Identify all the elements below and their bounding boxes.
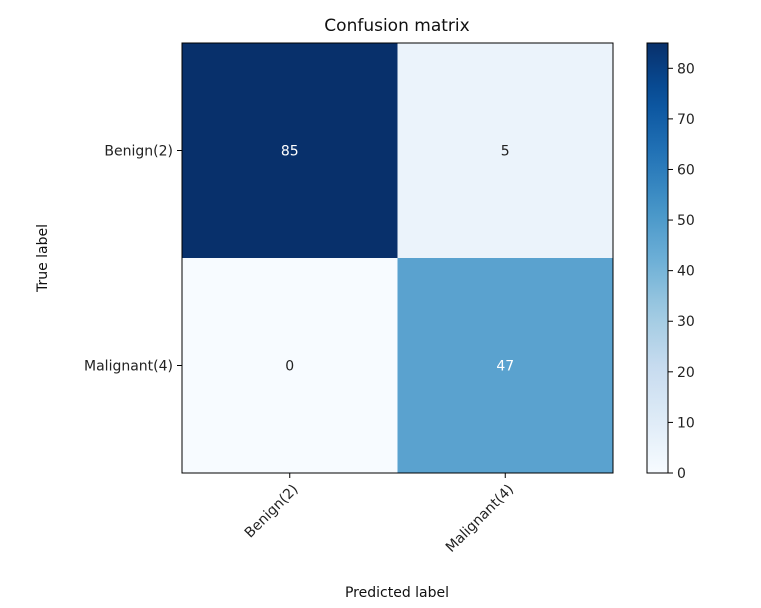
cell-value-label: 47: [496, 359, 514, 375]
colorbar-tick-label: 70: [677, 112, 695, 128]
colorbar-tick-label: 30: [677, 314, 695, 330]
cell-value-label: 0: [285, 359, 294, 375]
x-tick-label: Malignant(4): [443, 482, 517, 556]
colorbar-tick-label: 0: [677, 466, 686, 482]
colorbar-tick-label: 80: [677, 61, 695, 77]
colorbar-tick-label: 50: [677, 213, 695, 229]
colorbar-tick-label: 40: [677, 264, 695, 280]
heatmap-cells: 85 5 0 47: [182, 43, 614, 474]
cell-value-label: 85: [281, 144, 299, 160]
cell-value-label: 5: [501, 144, 510, 160]
plot-frame: [181, 42, 614, 474]
heatmap-cell: [182, 258, 398, 474]
chart-title: Confusion matrix: [324, 16, 469, 36]
y-axis-ticks: Benign(2) Malignant(4): [84, 144, 182, 375]
colorbar-tick-label: 10: [677, 415, 695, 431]
y-axis-label: True label: [35, 224, 51, 293]
y-tick-label: Malignant(4): [84, 359, 173, 375]
heatmap-cell: [397, 258, 614, 474]
x-axis-label: Predicted label: [345, 585, 449, 601]
heatmap-cell: [182, 43, 398, 259]
heatmap-cell: [397, 43, 614, 259]
colorbar-tick-label: 60: [677, 162, 695, 178]
colorbar: [646, 42, 669, 474]
colorbar-ticks: 0 10 20 30 40 50 60 70 80: [668, 61, 695, 482]
x-tick-label: Benign(2): [242, 482, 302, 542]
x-axis-ticks: Benign(2) Malignant(4): [242, 473, 517, 556]
colorbar-tick-label: 20: [677, 365, 695, 381]
y-tick-label: Benign(2): [104, 144, 173, 160]
